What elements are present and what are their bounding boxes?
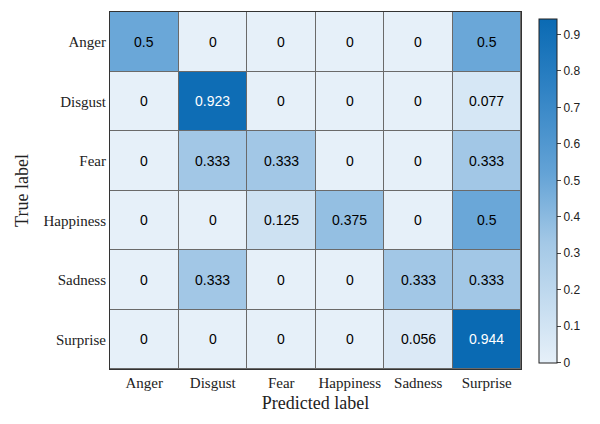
svg-text:True label: True label [12,154,32,227]
svg-text:0: 0 [140,153,148,169]
svg-text:Anger: Anger [126,375,164,391]
svg-text:0.333: 0.333 [469,272,504,288]
svg-text:0: 0 [346,272,354,288]
svg-text:Surprise: Surprise [56,332,106,348]
svg-text:0.375: 0.375 [332,212,367,228]
svg-text:0: 0 [140,93,148,109]
svg-text:0.5: 0.5 [134,34,154,50]
svg-text:0.333: 0.333 [469,153,504,169]
svg-text:Predicted label: Predicted label [262,393,369,413]
svg-text:0.2: 0.2 [563,283,580,297]
svg-text:0.3: 0.3 [563,246,580,260]
svg-text:Disgust: Disgust [60,94,107,110]
svg-text:0.7: 0.7 [563,101,580,115]
svg-text:Sadness: Sadness [394,375,442,391]
svg-text:0.125: 0.125 [264,212,299,228]
svg-text:0: 0 [277,93,285,109]
svg-text:0.4: 0.4 [563,210,580,224]
svg-text:0: 0 [414,212,422,228]
svg-text:0.333: 0.333 [195,272,230,288]
svg-text:0.333: 0.333 [401,272,436,288]
svg-text:0: 0 [209,34,217,50]
svg-text:0: 0 [277,272,285,288]
svg-text:0: 0 [346,153,354,169]
svg-text:0.077: 0.077 [469,93,504,109]
svg-text:0.8: 0.8 [563,64,580,78]
svg-text:0: 0 [140,331,148,347]
svg-text:0: 0 [346,93,354,109]
svg-text:Happiness: Happiness [319,375,382,391]
svg-text:0.5: 0.5 [563,174,580,188]
svg-text:0.944: 0.944 [469,331,504,347]
svg-text:0.5: 0.5 [477,34,497,50]
svg-text:Surprise: Surprise [462,375,512,391]
svg-text:0.6: 0.6 [563,137,580,151]
svg-text:Fear: Fear [268,375,295,391]
svg-text:0.056: 0.056 [401,331,436,347]
svg-text:0: 0 [414,153,422,169]
svg-text:0: 0 [563,356,570,370]
svg-text:0: 0 [140,272,148,288]
svg-text:Anger: Anger [69,34,107,50]
svg-text:0.9: 0.9 [563,28,580,42]
svg-text:0: 0 [209,331,217,347]
svg-text:0: 0 [346,331,354,347]
svg-text:Happiness: Happiness [44,213,107,229]
svg-text:0: 0 [277,34,285,50]
svg-text:Fear: Fear [79,153,106,169]
svg-text:0: 0 [414,34,422,50]
svg-text:0.333: 0.333 [195,153,230,169]
svg-text:0: 0 [140,212,148,228]
svg-text:0: 0 [346,34,354,50]
svg-text:0.333: 0.333 [264,153,299,169]
svg-text:Disgust: Disgust [190,375,237,391]
svg-text:0.5: 0.5 [477,212,497,228]
svg-text:0: 0 [414,93,422,109]
svg-text:0.923: 0.923 [195,93,230,109]
svg-text:0: 0 [209,212,217,228]
svg-text:0.1: 0.1 [563,319,580,333]
svg-text:Sadness: Sadness [58,272,106,288]
svg-text:0: 0 [277,331,285,347]
